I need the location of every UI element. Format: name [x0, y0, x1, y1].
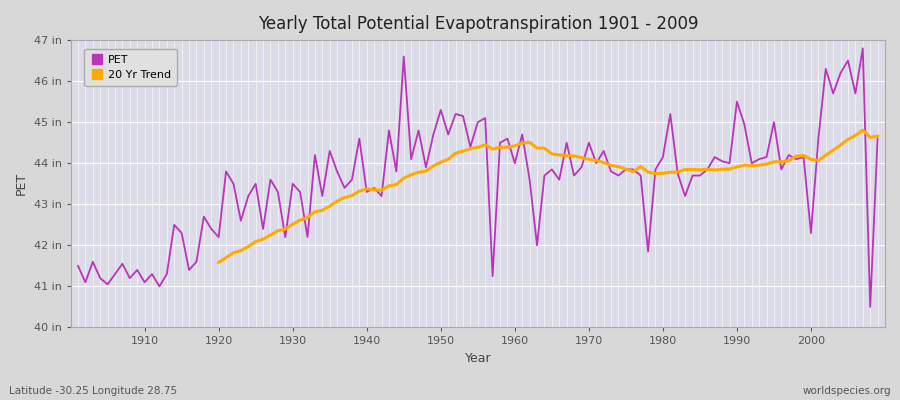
Legend: PET, 20 Yr Trend: PET, 20 Yr Trend — [85, 48, 177, 86]
X-axis label: Year: Year — [464, 352, 491, 365]
Text: worldspecies.org: worldspecies.org — [803, 386, 891, 396]
Y-axis label: PET: PET — [15, 172, 28, 195]
Title: Yearly Total Potential Evapotranspiration 1901 - 2009: Yearly Total Potential Evapotranspiratio… — [257, 15, 698, 33]
Text: Latitude -30.25 Longitude 28.75: Latitude -30.25 Longitude 28.75 — [9, 386, 177, 396]
